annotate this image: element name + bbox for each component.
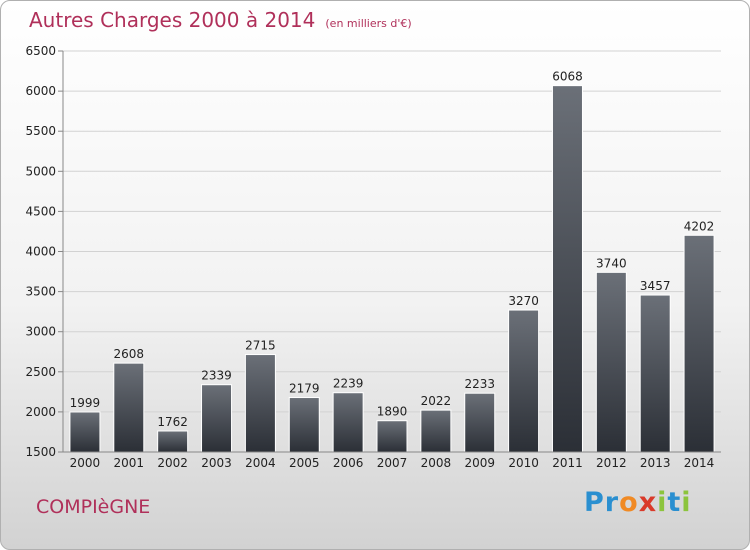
data-label-2006: 2239 — [333, 377, 364, 391]
city-name: COMPIèGNE — [36, 496, 151, 518]
bar-2011 — [551, 85, 583, 453]
data-label-2013: 3457 — [640, 279, 671, 293]
logo-letter: t — [667, 487, 682, 518]
x-tick-label: 2006 — [333, 456, 364, 470]
logo-letter: r — [604, 487, 620, 518]
bar-2008 — [420, 409, 452, 453]
bar-2009 — [464, 392, 496, 453]
bar-2005 — [288, 397, 320, 453]
bar-2004 — [244, 354, 276, 453]
data-label-2007: 1890 — [377, 405, 408, 419]
y-tick-label: 2500 — [25, 365, 56, 379]
bar-2010 — [508, 309, 540, 453]
bars — [69, 85, 715, 453]
data-label-2010: 3270 — [508, 294, 539, 308]
y-tick-label: 4000 — [25, 245, 56, 259]
proxiti-logo: Proxiti — [584, 487, 692, 518]
bar-2003 — [201, 384, 233, 453]
bar-2007 — [376, 420, 408, 453]
data-label-2011: 6068 — [552, 70, 583, 84]
data-label-2012: 3740 — [596, 256, 627, 270]
title-text: Autres Charges 2000 à 2014 — [29, 8, 316, 32]
y-tick-label: 2000 — [25, 405, 56, 419]
x-tick-label: 2011 — [552, 456, 583, 470]
bar-2014 — [683, 234, 715, 453]
x-tick-label: 2001 — [114, 456, 145, 470]
bar-2000 — [69, 411, 101, 453]
logo-letter: P — [584, 487, 605, 518]
data-label-2001: 2608 — [114, 347, 145, 361]
data-label-2002: 1762 — [157, 415, 188, 429]
logo-letter: i — [657, 487, 668, 518]
x-tick-label: 2009 — [464, 456, 495, 470]
logo-letter: i — [681, 487, 692, 518]
y-tick-label: 5000 — [25, 164, 56, 178]
x-tick-label: 2014 — [684, 456, 715, 470]
data-label-2004: 2715 — [245, 339, 276, 353]
data-label-2005: 2179 — [289, 382, 320, 396]
x-tick-label: 2010 — [508, 456, 539, 470]
y-tick-label: 3500 — [25, 285, 56, 299]
title-unit: (en milliers d'€) — [325, 17, 412, 30]
x-tick-label: 2012 — [596, 456, 627, 470]
x-tick-label: 2003 — [201, 456, 232, 470]
data-label-2003: 2339 — [201, 369, 232, 383]
labels: 1999 2000 2608 2001 1762 2002 2339 2003 2715 2004… — [70, 70, 715, 470]
logo-letter: x — [638, 487, 658, 518]
data-label-2009: 2233 — [464, 377, 495, 391]
x-tick-label: 2008 — [421, 456, 452, 470]
y-tick-label: 5500 — [25, 124, 56, 138]
bar-2001 — [113, 362, 145, 453]
chart-title: Autres Charges 2000 à 2014 (en milliers d… — [29, 8, 412, 32]
bar-2006 — [332, 392, 364, 453]
y-tick-label: 3000 — [25, 325, 56, 339]
x-tick-label: 2000 — [70, 456, 101, 470]
y-tick-label: 4500 — [25, 204, 56, 218]
x-tick-label: 2007 — [377, 456, 408, 470]
x-tick-label: 2002 — [157, 456, 188, 470]
bar-2013 — [639, 294, 671, 453]
data-label-2014: 4202 — [684, 219, 715, 233]
axes: 1500 2000 2500 3000 3500 4000 4500 5000 5500 6000… — [25, 44, 721, 459]
data-label-2008: 2022 — [421, 394, 452, 408]
y-tick-label: 6500 — [25, 44, 56, 58]
bar-2002 — [157, 430, 189, 453]
bar-2012 — [595, 271, 627, 453]
logo-letter: o — [619, 487, 639, 518]
x-tick-label: 2005 — [289, 456, 320, 470]
x-tick-label: 2004 — [245, 456, 276, 470]
y-tick-label: 6000 — [25, 84, 56, 98]
data-label-2000: 1999 — [70, 396, 101, 410]
x-tick-label: 2013 — [640, 456, 671, 470]
y-tick-label: 1500 — [25, 445, 56, 459]
